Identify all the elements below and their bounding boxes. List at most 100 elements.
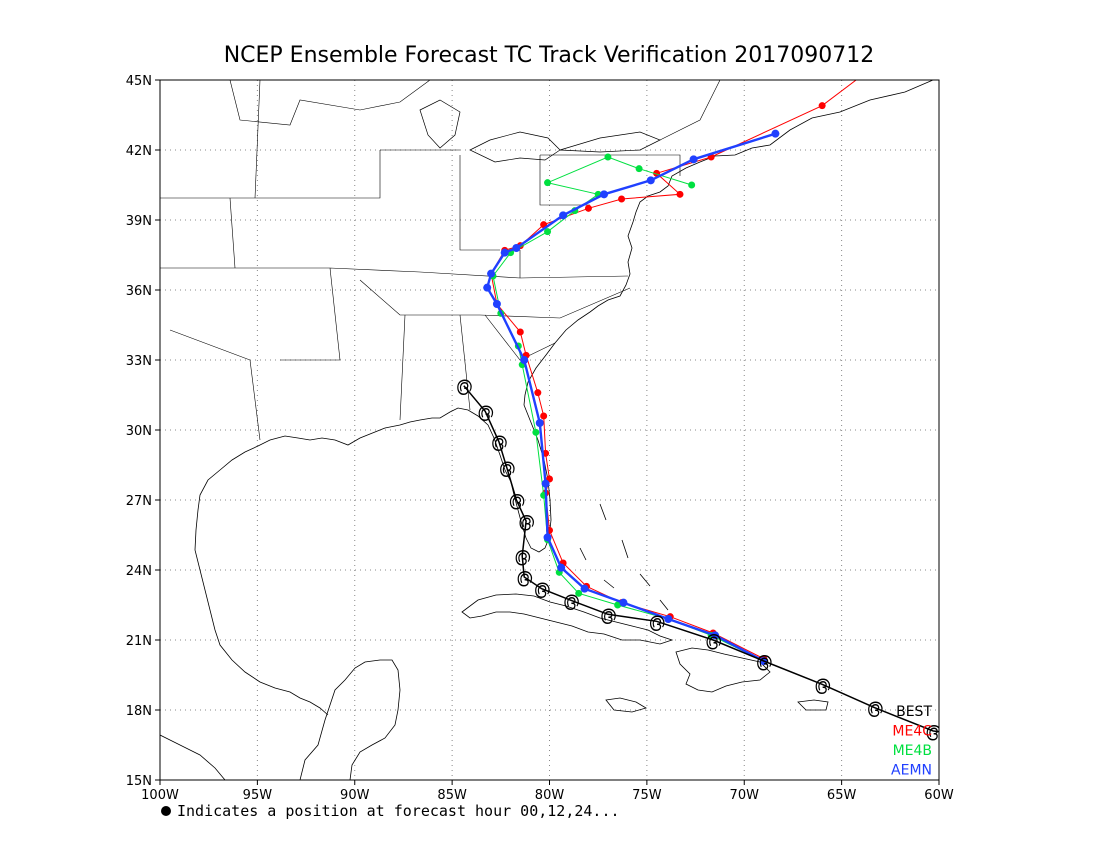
legend-entry-me4b: ME4B (893, 743, 932, 759)
hurricane-symbol: ൫ (508, 491, 524, 511)
track-line-aemn (485, 132, 776, 663)
x-tick-label: 95W (243, 788, 273, 803)
y-tick-label: 24N (126, 564, 152, 579)
borders (160, 80, 681, 441)
track-point-aemn (600, 190, 609, 199)
hurricane-symbol: ൫ (516, 568, 532, 588)
hurricane-symbol: ൫ (514, 547, 530, 567)
track-line-me4c (490, 80, 857, 660)
hurricane-symbol: ൫ (518, 512, 534, 532)
track-point-me4c (818, 102, 826, 110)
hurricane-symbol: ൫ (814, 675, 830, 695)
track-point-aemn (664, 615, 673, 623)
hurricane-symbol: ൫ (563, 591, 579, 611)
legend-entry-aemn: AEMN (891, 763, 932, 779)
footnote: Indicates a position at forecast hour 00… (161, 802, 620, 820)
track-point-me4b (614, 601, 622, 609)
hurricane-symbol: ൫ (649, 612, 665, 632)
track-point-me4b (575, 589, 583, 597)
coastline-cuba (461, 593, 674, 645)
coastline-us-east (194, 80, 934, 716)
coastline-central-america (160, 734, 226, 780)
great-lakes (419, 99, 661, 163)
track-point-aemn (543, 533, 552, 542)
hurricane-symbol: ൫ (499, 458, 515, 478)
track-point-me4b (544, 228, 552, 236)
track-point-me4b (688, 181, 696, 189)
track-point-me4b (532, 428, 540, 436)
track-point-me4c (516, 328, 524, 336)
track-point-aemn (483, 283, 492, 292)
coastline-yucatan (299, 659, 401, 780)
track-point-aemn (500, 248, 509, 257)
y-tick-label: 21N (126, 634, 152, 649)
track-point-me4c (618, 195, 626, 203)
y-tick-label: 15N (126, 774, 152, 789)
x-tick-label: 75W (632, 788, 662, 803)
track-point-aemn (580, 584, 589, 593)
islands-bahamas (579, 503, 669, 611)
coastline-puerto-rico (797, 699, 829, 711)
legend-entry-best: BEST (896, 704, 932, 720)
y-tick-label: 27N (126, 494, 152, 509)
track-point-aemn (646, 176, 655, 185)
basemap (160, 80, 934, 780)
track-point-aemn (689, 155, 698, 164)
footnote-dot (161, 806, 171, 816)
hurricane-symbol: ൫ (491, 433, 507, 453)
x-tick-label: 85W (437, 788, 467, 803)
y-tick-label: 45N (126, 74, 152, 89)
hurricane-symbol: ൫ (600, 605, 616, 625)
y-tick-label: 39N (126, 214, 152, 229)
track-point-me4b (604, 153, 612, 161)
axis-ticks: 100W 95W 90W 85W 80W 75W 70W 65W 60W 15N 18N 21N 24N… (126, 74, 954, 803)
track-point-me4c (584, 204, 592, 212)
track-point-aemn (557, 563, 566, 572)
x-tick-label: 65W (827, 788, 857, 803)
coastline-jamaica (605, 697, 647, 713)
track-point-aemn (535, 419, 544, 427)
hurricane-symbol: ൫ (456, 377, 472, 397)
hurricane-symbol: ൫ (925, 722, 941, 742)
canada-border (160, 80, 721, 141)
legend-entry-me4c: ME4C (892, 724, 932, 740)
track-point-me4c (534, 389, 542, 397)
track-point-aemn (559, 211, 568, 220)
y-tick-label: 30N (126, 424, 152, 439)
x-tick-label: 70W (730, 788, 760, 803)
x-tick-label: 80W (535, 788, 565, 803)
track-point-aemn (512, 244, 521, 252)
y-tick-label: 36N (126, 284, 152, 299)
track-point-aemn (520, 356, 529, 364)
y-tick-label: 33N (126, 354, 152, 369)
track-point-me4b (635, 165, 643, 173)
x-tick-label: 90W (340, 788, 370, 803)
x-tick-label: 100W (141, 788, 179, 803)
hurricane-symbol: ൫ (477, 402, 493, 422)
track-point-aemn (541, 479, 550, 488)
y-tick-label: 18N (126, 704, 152, 719)
hurricane-symbol: ൫ (867, 699, 883, 719)
grid-lines (160, 80, 939, 780)
track-line-best (463, 385, 939, 733)
coastline-hispaniola (675, 647, 771, 693)
track-point-me4c (540, 412, 548, 420)
footnote-text: Indicates a position at forecast hour 00… (177, 802, 620, 820)
hurricane-symbol: ൫ (756, 652, 772, 672)
track-point-me4b (544, 179, 552, 187)
track-point-me4c (676, 190, 684, 198)
track-point-aemn (619, 598, 628, 607)
y-tick-label: 42N (126, 144, 152, 159)
track-point-aemn (771, 129, 780, 138)
series-aemn (483, 129, 780, 665)
track-point-aemn (711, 631, 720, 640)
hurricane-symbol: ൫ (705, 631, 721, 651)
chart-title: NCEP Ensemble Forecast TC Track Verifica… (224, 43, 875, 68)
legend: BEST ME4C ME4B AEMN (891, 704, 932, 779)
track-point-aemn (492, 300, 501, 308)
track-point-aemn (487, 269, 496, 278)
hurricane-symbol: ൫ (534, 580, 550, 600)
